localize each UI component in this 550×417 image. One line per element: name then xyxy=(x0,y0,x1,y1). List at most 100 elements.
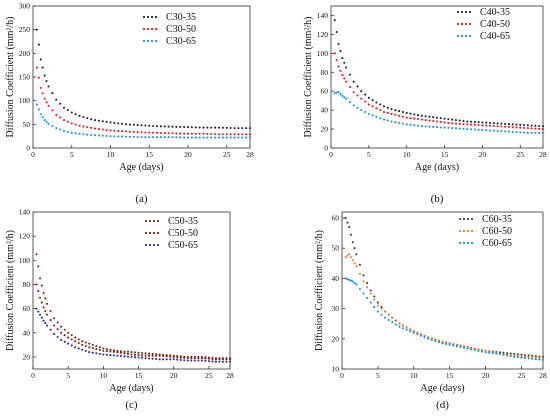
data-point xyxy=(43,97,46,100)
legend-label: C60-50 xyxy=(482,226,512,237)
data-point xyxy=(394,121,397,124)
data-point xyxy=(200,357,203,360)
legend-marker xyxy=(470,241,474,245)
data-point xyxy=(163,132,166,135)
data-point xyxy=(190,132,193,135)
data-point xyxy=(488,129,492,132)
data-point xyxy=(123,352,126,355)
data-point xyxy=(109,350,112,353)
data-point xyxy=(335,30,338,34)
data-point xyxy=(413,117,416,120)
data-point xyxy=(101,134,104,137)
data-point xyxy=(141,354,144,357)
series-c50-65: C50-65 xyxy=(35,240,232,363)
data-point xyxy=(167,132,170,135)
data-point xyxy=(176,356,179,359)
data-point xyxy=(241,133,244,136)
data-point xyxy=(158,354,161,357)
data-point xyxy=(98,352,101,355)
legend-marker xyxy=(466,229,470,233)
data-point xyxy=(335,91,338,94)
data-point xyxy=(447,118,450,121)
y-tick-label: 60 xyxy=(321,87,329,96)
data-point xyxy=(530,127,533,130)
data-point xyxy=(202,132,205,135)
data-point xyxy=(462,346,466,349)
data-point xyxy=(424,125,427,128)
data-point xyxy=(95,345,98,348)
data-point xyxy=(70,344,73,347)
data-point xyxy=(90,126,93,129)
data-point xyxy=(462,345,466,348)
data-point xyxy=(423,334,426,337)
legend-label: C60-65 xyxy=(482,238,512,249)
panel-label: (a) xyxy=(135,193,148,205)
data-point xyxy=(506,352,509,355)
data-point xyxy=(225,133,228,136)
data-point xyxy=(183,132,186,135)
data-point xyxy=(140,124,143,127)
data-point xyxy=(81,348,84,351)
data-point xyxy=(511,130,514,133)
data-point xyxy=(39,113,42,116)
data-point xyxy=(430,338,433,341)
data-point xyxy=(113,135,116,138)
data-point xyxy=(152,131,155,134)
legend-marker xyxy=(144,243,148,247)
data-point xyxy=(387,313,390,316)
data-point xyxy=(197,359,200,362)
data-point xyxy=(496,129,499,133)
data-point xyxy=(451,127,454,130)
data-point xyxy=(367,103,370,106)
data-point xyxy=(56,321,59,324)
data-point xyxy=(225,358,228,361)
data-point xyxy=(379,103,382,106)
data-point xyxy=(538,358,541,361)
data-point xyxy=(432,119,435,123)
data-point xyxy=(225,360,228,363)
data-point xyxy=(179,132,182,135)
data-point xyxy=(432,116,435,119)
data-point xyxy=(55,98,58,101)
data-point xyxy=(237,127,240,130)
x-tick-label: 0 xyxy=(340,371,344,380)
data-point xyxy=(375,115,378,118)
data-point xyxy=(241,127,244,130)
legend-marker xyxy=(142,39,146,43)
data-point xyxy=(524,353,527,357)
data-point xyxy=(56,328,59,331)
data-point xyxy=(190,357,193,360)
data-point xyxy=(477,121,480,124)
x-tick-label: 0 xyxy=(31,371,35,380)
data-point xyxy=(194,126,197,129)
chart-panel: 0 5 10 15 20 25 28 10 20 30 40 50 60 Age (days) Diffus… xyxy=(314,211,547,411)
data-point xyxy=(376,301,379,304)
data-point xyxy=(214,133,217,136)
x-tick-label: 5 xyxy=(367,150,371,159)
data-point xyxy=(38,313,42,316)
data-point xyxy=(358,272,361,275)
data-point xyxy=(349,233,353,236)
data-point xyxy=(434,338,437,341)
data-point xyxy=(398,325,401,328)
data-point xyxy=(441,340,444,343)
data-point xyxy=(358,263,361,266)
data-point xyxy=(66,130,69,133)
data-point xyxy=(509,355,512,358)
data-point xyxy=(132,130,135,133)
data-point xyxy=(74,113,77,116)
data-point xyxy=(37,108,40,111)
legend-marker xyxy=(464,34,468,38)
data-point xyxy=(527,357,530,360)
series-c40-50: C40-50 xyxy=(333,19,545,131)
data-point xyxy=(162,358,165,361)
data-point xyxy=(428,119,431,122)
data-point xyxy=(344,216,347,220)
data-point xyxy=(348,101,351,104)
data-point xyxy=(214,358,217,361)
data-point xyxy=(124,123,128,126)
data-point xyxy=(102,347,105,350)
data-point xyxy=(113,121,116,124)
data-point xyxy=(435,116,439,119)
data-point xyxy=(366,286,369,289)
